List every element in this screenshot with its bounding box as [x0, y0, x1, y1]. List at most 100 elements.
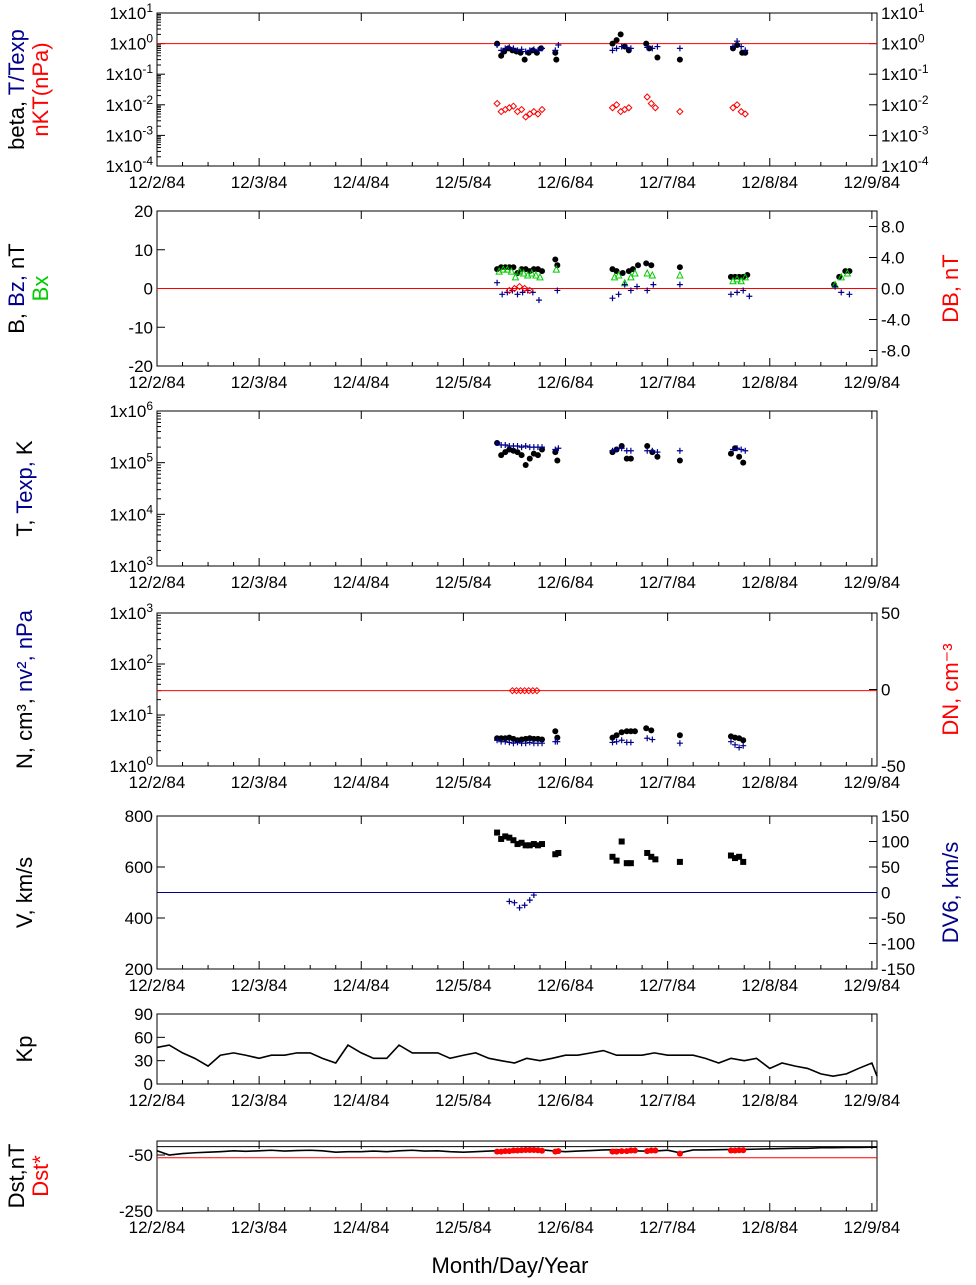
beta-y-right-tick-label: 1x10-4	[881, 154, 929, 176]
magnetic-field-y-tick-label: 0	[144, 280, 153, 299]
velocity-data-point	[618, 838, 625, 845]
magnetic-field-data-point	[650, 281, 657, 288]
magnetic-field-data-point	[838, 289, 845, 296]
beta-data-point	[730, 43, 736, 50]
velocity-y-right-tick-label: 50	[881, 858, 900, 877]
density-data-point	[539, 736, 546, 743]
magnetic-field-date-label: 12/7/84	[639, 373, 696, 392]
density-data-point	[514, 739, 521, 746]
temperature-data-point	[654, 449, 661, 456]
velocity-y-right-tick-label: -50	[881, 909, 906, 928]
temperature-data-point	[518, 452, 525, 459]
magnetic-field-data-point	[514, 291, 521, 298]
magnetic-field-data-point	[676, 264, 683, 271]
beta-data-point	[521, 113, 530, 121]
beta-data-point	[498, 52, 505, 59]
beta-data-point	[552, 47, 559, 54]
velocity-data-point	[623, 860, 630, 867]
beta-data-point	[616, 107, 625, 116]
beta-data-point	[734, 38, 741, 45]
temperature-data-point	[627, 447, 634, 454]
beta-data-point	[502, 45, 509, 52]
velocity-y-right-tick-label: 150	[881, 807, 909, 826]
magnetic-field-data-point	[539, 268, 546, 275]
magnetic-field-date-label: 12/2/84	[129, 373, 186, 392]
velocity-data-point	[609, 853, 616, 860]
beta-y-tick-label: 1x10-1	[105, 62, 153, 84]
density-data-point	[736, 744, 743, 751]
magnetic-field-y-axis-label-right: DB, nT	[938, 254, 963, 322]
magnetic-field-data-point	[643, 260, 650, 267]
beta-data-point	[513, 107, 522, 116]
velocity-data-point	[648, 853, 655, 860]
magnetic-field-data-point	[741, 272, 750, 281]
beta-data-point	[534, 47, 541, 54]
beta-date-label: 12/3/84	[231, 173, 288, 192]
beta-data-point	[608, 104, 617, 112]
beta-y-right-tick-label: 1x10-3	[881, 123, 929, 145]
beta-data-point	[493, 99, 501, 108]
velocity-date-label: 12/9/84	[844, 976, 901, 995]
temperature-date-label: 12/9/84	[844, 573, 901, 592]
velocity-y-right-tick-label: 100	[881, 833, 909, 852]
dst-data-point	[652, 1147, 659, 1154]
velocity-data-point	[502, 833, 509, 840]
density-date-label: 12/8/84	[741, 773, 798, 792]
beta-y-right-tick-label: 1x100	[881, 32, 925, 54]
density-y-axis-label-right: DN, cm⁻³	[938, 643, 963, 735]
temperature-date-label: 12/8/84	[741, 573, 798, 592]
temperature-data-point	[738, 446, 745, 453]
beta-data-point	[612, 101, 621, 109]
velocity-data-point	[522, 842, 529, 849]
beta-y-right-tick-label: 1x10-1	[881, 62, 929, 84]
dst-date-label: 12/6/84	[537, 1218, 594, 1237]
magnetic-field-data-point	[643, 268, 652, 277]
velocity-data-point	[736, 853, 743, 860]
magnetic-field-data-point	[619, 270, 626, 276]
beta-data-point	[676, 107, 684, 116]
magnetic-field-data-point	[846, 291, 853, 298]
magnetic-field-data-point	[503, 265, 512, 273]
dst-data-point	[676, 1150, 683, 1157]
magnetic-field-data-point	[744, 271, 751, 278]
temperature-data-point	[649, 447, 656, 454]
beta-date-label: 12/5/84	[435, 173, 492, 192]
density-data-point	[502, 738, 509, 745]
kp-series-line	[156, 1044, 878, 1078]
temperature-data-point	[654, 453, 661, 460]
velocity-date-label: 12/8/84	[741, 976, 798, 995]
temperature-data-point	[618, 445, 625, 452]
beta-y-tick-label: 1x101	[109, 1, 153, 23]
beta-data-point	[623, 44, 630, 51]
temperature-data-point	[730, 446, 736, 453]
magnetic-field-data-point	[615, 291, 622, 298]
kp-y-tick-label: 60	[134, 1028, 153, 1047]
kp-y-tick-label: 0	[144, 1075, 153, 1094]
density-data-point	[613, 732, 620, 739]
magnetic-field-y-tick-label: 10	[134, 241, 153, 260]
density-date-label: 12/6/84	[537, 773, 594, 792]
beta-data-point	[613, 45, 620, 52]
magnetic-field-data-point	[554, 287, 561, 294]
velocity-data-point	[510, 837, 517, 844]
magnetic-field-y-tick-label: -10	[128, 318, 153, 337]
magnetic-field-data-point	[609, 295, 616, 302]
beta-plot-frame	[156, 12, 878, 167]
velocity-data-point	[732, 855, 739, 862]
density-data-point	[613, 738, 620, 745]
velocity-data-point	[539, 841, 546, 848]
temperature-data-point	[644, 443, 651, 450]
temperature-data-point	[644, 447, 651, 454]
dst-y-axis-label: Dst*	[28, 1155, 53, 1197]
beta-data-point	[625, 104, 633, 112]
dst-date-label: 12/9/84	[844, 1218, 901, 1237]
density-date-label: 12/5/84	[435, 773, 492, 792]
velocity-data-point	[526, 897, 533, 904]
temperature-data-point	[554, 457, 561, 464]
temperature-data-point	[742, 447, 749, 454]
beta-data-point	[509, 102, 518, 110]
dst-date-label: 12/8/84	[741, 1218, 798, 1237]
temperature-data-point	[539, 444, 546, 451]
beta-data-point	[555, 42, 562, 49]
temperature-y-tick-label: 1x106	[109, 399, 153, 421]
